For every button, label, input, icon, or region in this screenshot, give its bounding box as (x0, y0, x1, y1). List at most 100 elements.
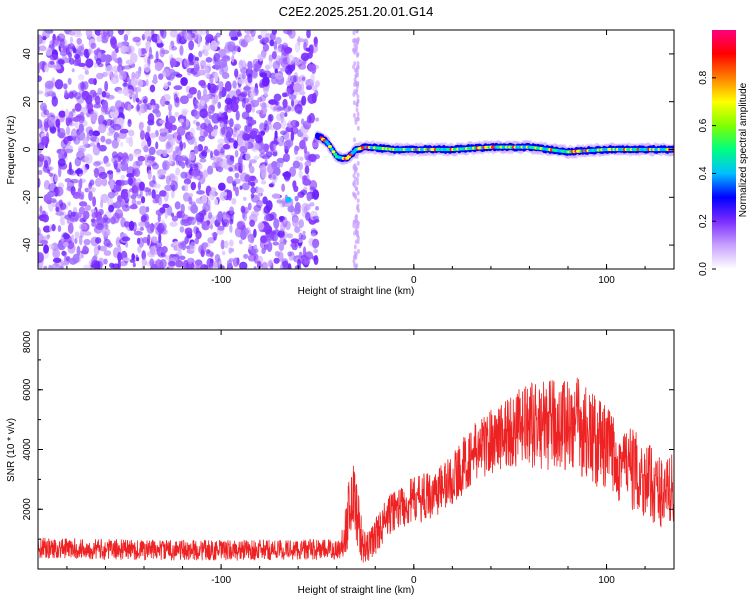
heatmap-cell (88, 48, 93, 54)
heatmap-cell (356, 80, 360, 86)
heatmap-cell (238, 59, 244, 70)
heatmap-cell (172, 150, 177, 162)
y-tick-label: 40 (22, 48, 33, 60)
heatmap-cell (239, 261, 248, 269)
heatmap-cell (93, 254, 98, 261)
heatmap-cell (141, 140, 147, 151)
heatmap-cell (168, 154, 174, 165)
heatmap-cell (253, 131, 257, 138)
colorbar-tick-label: 0.6 (698, 118, 709, 132)
x-tick-label: 100 (598, 575, 615, 586)
heatmap-cell (270, 143, 275, 155)
heatmap-cell (207, 237, 215, 244)
heatmap-cell (62, 233, 71, 240)
heatmap-cell (217, 182, 226, 191)
heatmap-cell (176, 126, 186, 136)
heatmap-cell (269, 212, 277, 220)
heatmap-cell (161, 49, 170, 55)
heatmap-cell (206, 257, 214, 268)
heatmap-cell (353, 61, 357, 67)
heatmap-cell (196, 69, 206, 76)
heatmap-cell (156, 247, 162, 252)
heatmap-cell (120, 190, 129, 200)
heatmap-cell (207, 82, 211, 91)
heatmap-cell (165, 143, 174, 154)
snr-y-axis-label: SNR (10 * v/v) (6, 418, 17, 482)
heatmap-cell (272, 151, 278, 157)
heatmap-cell (352, 258, 356, 264)
heatmap-cell (67, 243, 76, 254)
heatmap-cell (242, 233, 247, 240)
heatmap-cell (215, 32, 221, 38)
heatmap-cell (288, 251, 294, 262)
heatmap-cell (159, 131, 168, 137)
y-tick-label: 4000 (22, 438, 33, 461)
heatmap-cell (157, 168, 167, 176)
heatmap-cell (281, 183, 286, 192)
heatmap-cell (238, 239, 243, 245)
heatmap-cell (117, 64, 124, 73)
heatmap-cell (310, 228, 317, 234)
heatmap-cell (266, 241, 273, 253)
heatmap-cell (38, 142, 45, 151)
heatmap-cell (93, 167, 99, 178)
heatmap-cell (159, 98, 164, 105)
heatmap-cell (150, 236, 158, 243)
heatmap-cell (265, 200, 273, 212)
heatmap-cell (132, 86, 142, 93)
heatmap-cell (155, 50, 159, 62)
heatmap-cell (198, 50, 203, 58)
heatmap-cell (294, 195, 299, 202)
heatmap-cell (259, 152, 266, 159)
heatmap-cell (221, 72, 230, 79)
heatmap-cell (255, 109, 264, 115)
heatmap-cell (354, 67, 358, 73)
heatmap-cell (217, 101, 222, 109)
heatmap-cell (234, 127, 238, 133)
heatmap-cell (94, 30, 102, 36)
heatmap-cell (271, 30, 278, 35)
heatmap-cell (102, 99, 109, 111)
heatmap-cell (278, 242, 285, 252)
heatmap-cell (98, 123, 107, 134)
heatmap-cell (155, 110, 162, 118)
heatmap-cell (198, 135, 206, 142)
heatmap-cell (143, 63, 151, 73)
heatmap-cell (298, 219, 304, 229)
heatmap-cell (76, 45, 85, 57)
heatmap-cell (147, 136, 152, 147)
heatmap-cell (249, 219, 255, 227)
heatmap-cell (253, 244, 258, 250)
heatmap-cell (69, 36, 74, 44)
heatmap-cell (226, 259, 233, 269)
heatmap-cell (277, 230, 285, 238)
heatmap-cell (118, 106, 124, 116)
heatmap-cell (80, 115, 85, 122)
heatmap-cell (223, 55, 230, 60)
heatmap-cell (78, 235, 83, 246)
heatmap-cell (253, 155, 260, 160)
heatmap-cell (142, 236, 149, 244)
heatmap-cell (76, 245, 81, 257)
heatmap-cell (38, 169, 43, 176)
heatmap-cell (63, 152, 68, 157)
heatmap-cell (290, 106, 295, 112)
heatmap-cell (137, 194, 142, 199)
heatmap-cell (187, 257, 193, 265)
heatmap-cell (284, 65, 293, 75)
heatmap-cell (298, 170, 303, 179)
heatmap-cell (298, 232, 303, 240)
heatmap-cell (211, 96, 215, 106)
heatmap-cell (146, 125, 151, 133)
heatmap-cell (244, 140, 249, 149)
heatmap-cell (127, 177, 134, 186)
heatmap-cell (201, 220, 208, 228)
heatmap-cell (144, 221, 150, 229)
heatmap-cell (303, 120, 312, 130)
heatmap-cell (95, 57, 102, 65)
heatmap-cell (311, 92, 317, 104)
heatmap-cell (136, 237, 141, 245)
snr-panel: -100 0 100 2000 4000 6000 8000 Height of strai… (6, 329, 675, 596)
heatmap-cell (66, 168, 74, 175)
heatmap-cell (356, 160, 360, 166)
